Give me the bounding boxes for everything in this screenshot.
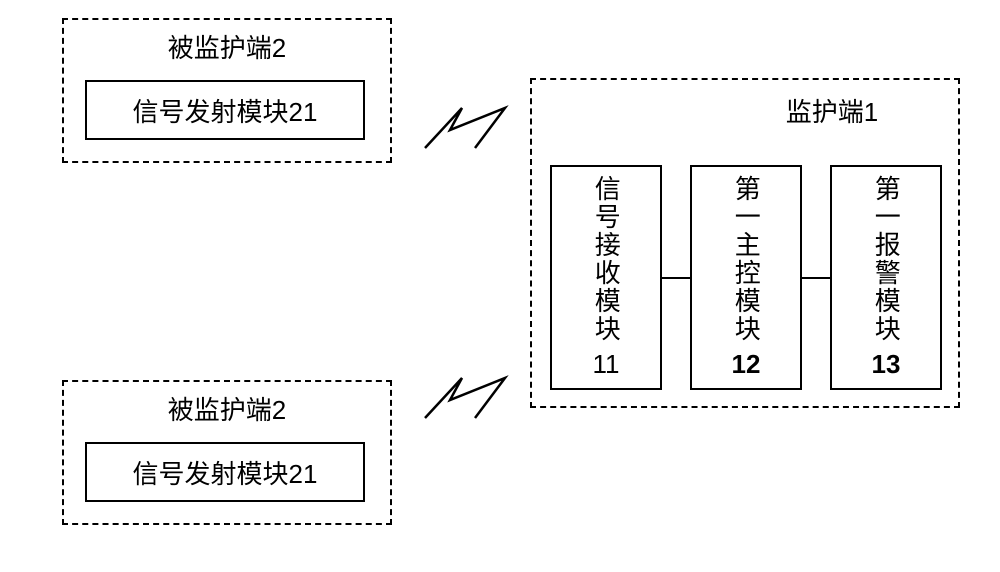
monitored-1-title: 被监护端2 [64, 28, 390, 65]
alarm-num: 13 [872, 349, 901, 380]
first-alarm-module: 第一报警模块 13 [830, 165, 942, 390]
main-control-num: 12 [732, 349, 761, 380]
main-control-label: 第一主控模块 [728, 175, 764, 343]
wireless-link-1 [420, 100, 510, 160]
signal-receive-label: 信号接收模块 [588, 175, 624, 343]
connector-2 [802, 277, 830, 279]
first-main-control-module: 第一主控模块 12 [690, 165, 802, 390]
wireless-link-2 [420, 370, 510, 430]
monitor-title: 监护端1 [712, 92, 952, 129]
signal-receive-num: 11 [592, 349, 619, 380]
connector-1 [662, 277, 690, 279]
signal-transmit-module-1: 信号发射模块21 [85, 80, 365, 140]
alarm-label: 第一报警模块 [868, 175, 904, 343]
monitored-2-title: 被监护端2 [64, 390, 390, 427]
signal-receive-module: 信号接收模块 11 [550, 165, 662, 390]
signal-transmit-module-2: 信号发射模块21 [85, 442, 365, 502]
